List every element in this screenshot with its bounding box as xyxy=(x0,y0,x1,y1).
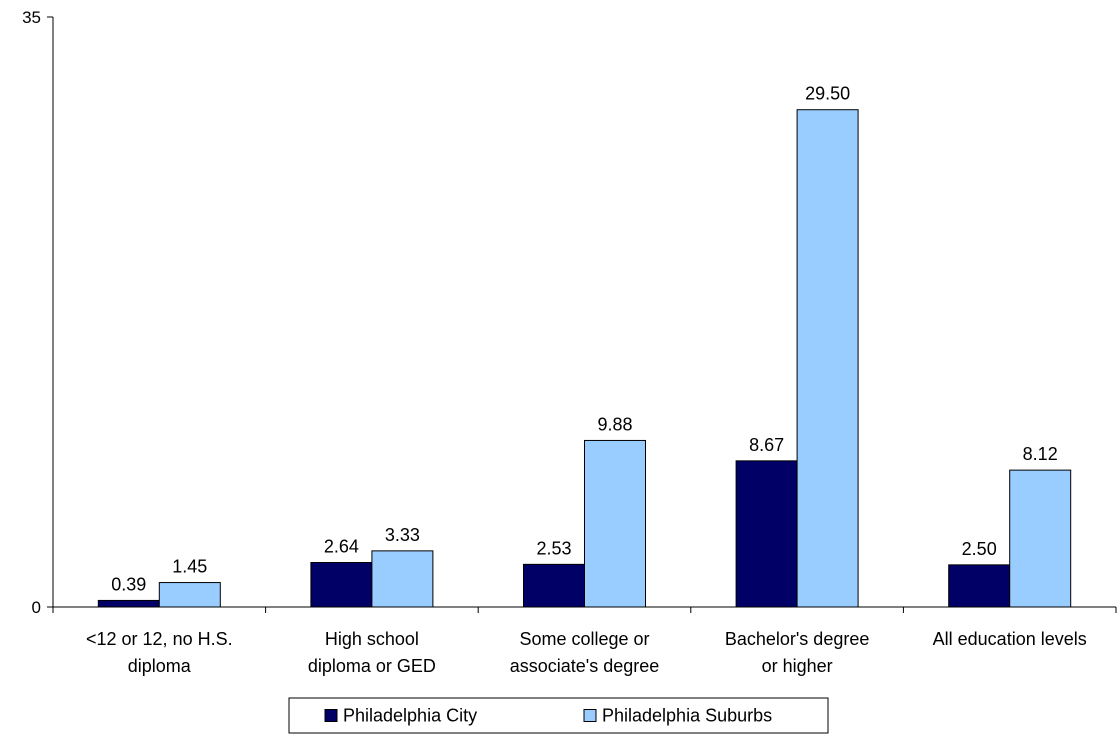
bar-city xyxy=(310,561,373,608)
legend-swatch-city xyxy=(324,709,338,722)
bar-suburbs xyxy=(1009,469,1072,608)
legend: Philadelphia City Philadelphia Suburbs xyxy=(288,697,829,734)
bar-city xyxy=(523,563,585,608)
x-tick-label: <12 or 12, no H.S. diploma xyxy=(86,629,233,676)
y-tick-label: 35 xyxy=(22,8,41,27)
data-label: 8.67 xyxy=(749,435,784,455)
legend-label: Philadelphia City xyxy=(343,706,477,726)
x-tick-label: High school diploma or GED xyxy=(308,629,436,676)
bar-suburbs xyxy=(584,439,646,608)
data-label: 29.50 xyxy=(805,84,850,104)
x-tick-label: Some college or associate's degree xyxy=(510,629,660,676)
y-tick-label: 0 xyxy=(32,598,41,617)
x-tick-label: Bachelor's degree or higher xyxy=(725,629,870,676)
data-label: 1.45 xyxy=(172,557,207,577)
legend-label: Philadelphia Suburbs xyxy=(602,706,772,726)
data-label: 2.50 xyxy=(962,539,997,559)
data-label: 3.33 xyxy=(385,525,420,545)
legend-box xyxy=(288,697,829,734)
data-label: 8.12 xyxy=(1023,444,1058,464)
bar-suburbs xyxy=(158,582,221,608)
bar-city xyxy=(735,460,798,608)
data-label: 2.53 xyxy=(536,538,571,558)
data-label: 9.88 xyxy=(597,414,632,434)
bar-suburbs xyxy=(796,109,859,608)
legend-swatch-suburbs xyxy=(583,709,597,722)
data-label: 2.64 xyxy=(324,536,359,556)
data-label: 0.39 xyxy=(111,574,146,594)
bar-suburbs xyxy=(371,550,434,608)
bar-city xyxy=(948,564,1011,608)
bar-city xyxy=(97,599,160,608)
x-tick-label: All education levels xyxy=(933,629,1087,649)
